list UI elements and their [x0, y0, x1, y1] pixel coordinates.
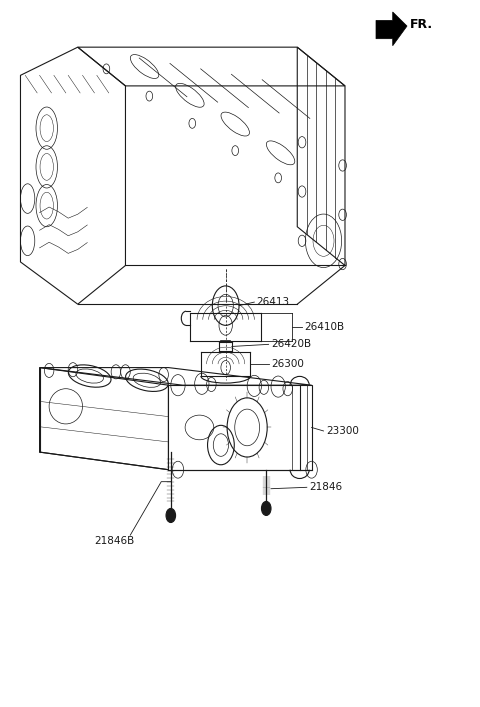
Text: 26410B: 26410B	[304, 322, 345, 332]
Circle shape	[166, 508, 176, 522]
Text: 26420B: 26420B	[271, 339, 311, 349]
Text: 21846B: 21846B	[95, 536, 135, 546]
Text: 23300: 23300	[326, 426, 359, 436]
Text: 26300: 26300	[271, 359, 304, 369]
Text: 21846: 21846	[309, 482, 342, 492]
Polygon shape	[376, 12, 407, 46]
Text: 26413: 26413	[257, 297, 290, 307]
Circle shape	[262, 501, 271, 515]
Text: FR.: FR.	[409, 18, 432, 30]
